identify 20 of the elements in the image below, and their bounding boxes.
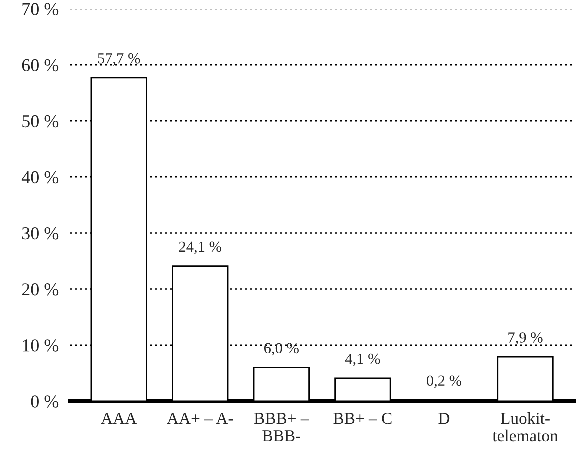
y-tick-label: 0 % (31, 396, 59, 408)
y-tick-label: 70 % (22, 3, 59, 16)
x-tick-label: D (438, 413, 450, 424)
data-label: 6,0 % (264, 343, 299, 356)
y-tick-label: 60 % (22, 59, 59, 72)
y-tick-label: 20 % (22, 284, 59, 296)
data-label: 7,9 % (508, 332, 543, 346)
data-label: 4,1 % (345, 354, 380, 366)
y-tick-label: 30 % (22, 227, 59, 240)
x-tick-label: AA+ – A- (167, 413, 234, 424)
y-tick-label: 10 % (23, 340, 59, 352)
y-tick-label: 50 % (22, 115, 59, 128)
data-label: 24,1 % (179, 242, 222, 254)
data-label: 0,2 % (426, 376, 462, 388)
x-tick-label: BB+ – C (334, 413, 392, 424)
x-tick-label: BBB+ – BBB- (254, 413, 310, 442)
data-label: 57,7 % (98, 53, 140, 66)
x-tick-label: AAA (101, 413, 138, 424)
y-tick-label: 40 % (22, 171, 59, 184)
x-tick-label: Luokit- telematon (492, 412, 558, 442)
